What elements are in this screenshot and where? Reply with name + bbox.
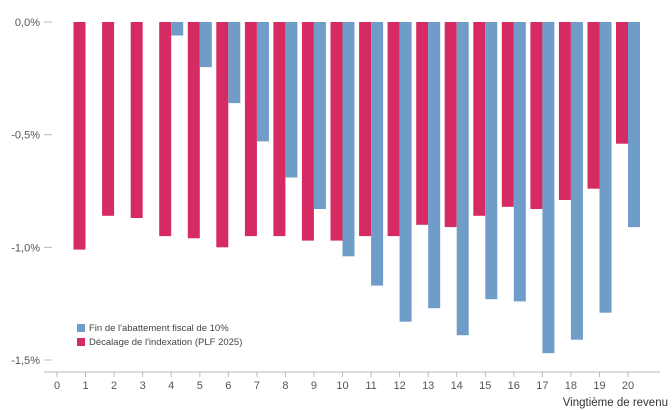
x-tick-label-5: 5 [197, 380, 203, 392]
x-tick-label-4: 4 [168, 380, 174, 392]
bar-indexation-8 [273, 22, 286, 237]
bar-indexation-4 [159, 22, 172, 237]
bar-abattement-10 [342, 22, 355, 257]
y-tick-label-0: 0,0% [15, 17, 40, 29]
y-tick-label-2: -1,0% [11, 242, 40, 254]
bar-abattement-11 [371, 22, 384, 286]
bar-indexation-14 [444, 22, 457, 228]
bar-indexation-6 [216, 22, 229, 248]
bar-indexation-12 [387, 22, 400, 237]
bars-layer [73, 22, 640, 354]
x-tick-label-2: 2 [111, 380, 117, 392]
legend-swatch-0 [77, 324, 85, 332]
bar-abattement-13 [428, 22, 441, 309]
x-tick-label-0: 0 [54, 380, 60, 392]
bar-indexation-10 [330, 22, 343, 241]
legend: Fin de l'abattement fiscal de 10% Décalag… [77, 323, 242, 348]
bar-indexation-3 [130, 22, 143, 218]
legend-swatch-1 [77, 338, 85, 346]
x-tick-label-10: 10 [336, 380, 348, 392]
bar-indexation-9 [301, 22, 314, 241]
bar-indexation-17 [530, 22, 543, 209]
bar-abattement-12 [399, 22, 412, 322]
bar-abattement-5 [199, 22, 212, 68]
bar-abattement-18 [570, 22, 583, 340]
bar-abattement-4 [171, 22, 184, 36]
x-tick-label-9: 9 [311, 380, 317, 392]
x-tick-label-8: 8 [282, 380, 288, 392]
bar-abattement-7 [256, 22, 269, 142]
bar-indexation-11 [359, 22, 372, 237]
bar-indexation-7 [244, 22, 257, 237]
x-tick-label-15: 15 [479, 380, 491, 392]
legend-label-1: Décalage de l'indexation (PLF 2025) [89, 337, 242, 348]
bar-abattement-8 [285, 22, 298, 178]
y-tick-label-3: -1,5% [11, 355, 40, 367]
x-tick-label-11: 11 [365, 380, 376, 392]
axes-layer: 0,0%-0,5%-1,0%-1,5%0 1 2 3 4 5 6 7 8 9 10 11 12 13 14 1… [11, 17, 660, 392]
x-tick-label-20: 20 [622, 380, 634, 392]
x-axis-title: Vingtième de revenu [563, 397, 668, 409]
x-tick-label-14: 14 [451, 380, 463, 392]
bar-indexation-1 [73, 22, 86, 250]
x-tick-label-7: 7 [254, 380, 260, 392]
x-tick-label-3: 3 [140, 380, 146, 392]
bar-indexation-16 [501, 22, 514, 207]
y-tick-label-1: -0,5% [11, 130, 40, 142]
bar-indexation-15 [473, 22, 486, 216]
x-tick-label-19: 19 [593, 380, 605, 392]
x-tick-label-18: 18 [565, 380, 577, 392]
bar-abattement-17 [542, 22, 555, 354]
x-tick-label-12: 12 [393, 380, 405, 392]
x-tick-label-17: 17 [536, 380, 548, 392]
x-tick-label-16: 16 [508, 380, 520, 392]
bar-abattement-9 [313, 22, 326, 209]
bar-abattement-19 [599, 22, 612, 313]
bar-indexation-2 [102, 22, 115, 216]
bar-abattement-16 [513, 22, 526, 302]
bar-abattement-6 [228, 22, 241, 104]
bar-abattement-15 [485, 22, 498, 300]
bar-abattement-20 [628, 22, 640, 228]
legend-label-0: Fin de l'abattement fiscal de 10% [89, 323, 229, 334]
x-tick-label-6: 6 [225, 380, 231, 392]
bar-indexation-5 [187, 22, 200, 239]
bar-indexation-19 [587, 22, 600, 189]
x-tick-label-13: 13 [422, 380, 434, 392]
x-tick-label-1: 1 [82, 380, 88, 392]
bar-indexation-20 [616, 22, 628, 144]
bar-abattement-14 [456, 22, 469, 336]
bar-indexation-13 [416, 22, 429, 225]
bar-indexation-18 [558, 22, 571, 200]
